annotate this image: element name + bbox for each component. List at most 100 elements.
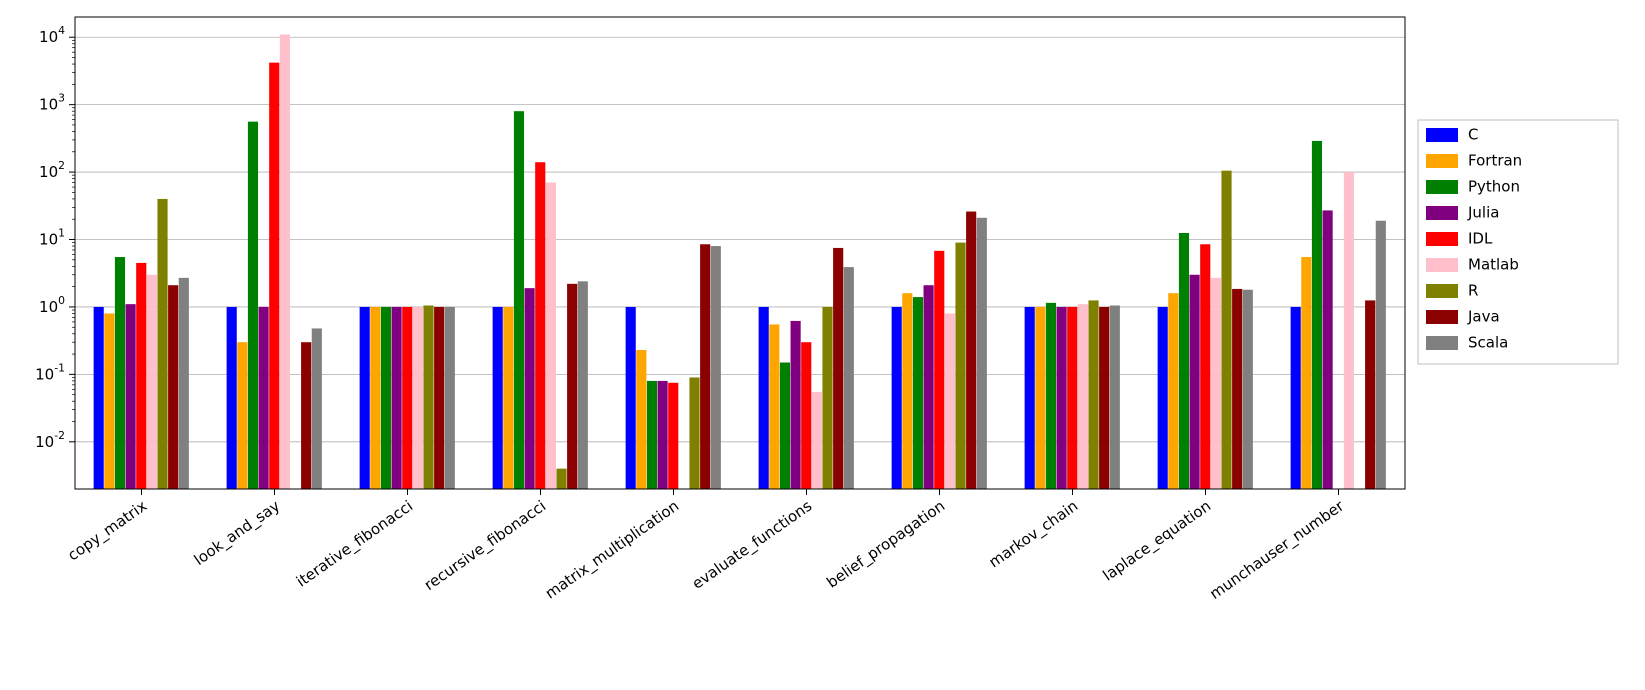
bar-scala (844, 267, 854, 489)
bar-fortran (237, 342, 247, 489)
legend-label-idl: IDL (1468, 230, 1493, 248)
bar-r (157, 199, 167, 489)
bar-java (168, 285, 178, 489)
bar-fortran (636, 350, 646, 489)
bar-c (1025, 307, 1035, 489)
legend-swatch-c (1426, 128, 1458, 142)
bar-java (567, 284, 577, 489)
bar-julia (658, 381, 668, 489)
bar-c (360, 307, 370, 489)
bar-r (1088, 300, 1098, 489)
bar-r (423, 306, 433, 489)
bar-julia (259, 307, 269, 489)
bar-scala (711, 246, 721, 489)
bar-idl (269, 63, 279, 489)
bar-julia (126, 304, 136, 489)
bar-c (626, 307, 636, 489)
bar-scala (445, 307, 455, 489)
bar-scala (1110, 306, 1120, 489)
bar-matlab (546, 183, 556, 489)
chart-container: 10-210-1100101102103104copy_matrixlook_a… (0, 0, 1645, 690)
legend-swatch-fortran (1426, 154, 1458, 168)
bar-fortran (104, 313, 114, 489)
bar-java (301, 342, 311, 489)
bar-java (434, 307, 444, 489)
bar-c (1291, 307, 1301, 489)
bar-matlab (1078, 304, 1088, 489)
bar-java (700, 244, 710, 489)
bar-java (1232, 289, 1242, 489)
bar-idl (801, 342, 811, 489)
bar-c (1158, 307, 1168, 489)
bar-r (822, 307, 832, 489)
legend-swatch-matlab (1426, 258, 1458, 272)
bar-python (514, 111, 524, 489)
bar-python (115, 257, 125, 489)
bar-scala (312, 328, 322, 489)
legend-swatch-scala (1426, 336, 1458, 350)
bar-r (689, 377, 699, 489)
bar-python (248, 122, 258, 489)
bar-julia (1323, 210, 1333, 489)
legend-label-matlab: Matlab (1468, 256, 1519, 274)
bar-fortran (503, 307, 513, 489)
bar-scala (1376, 221, 1386, 489)
bar-c (892, 307, 902, 489)
bar-r (1221, 171, 1231, 489)
bar-r (556, 469, 566, 489)
bar-java (833, 248, 843, 489)
bar-python (1046, 303, 1056, 489)
bar-julia (1190, 275, 1200, 489)
bar-julia (392, 307, 402, 489)
bar-idl (1200, 244, 1210, 489)
bar-python (381, 307, 391, 489)
bar-fortran (1301, 257, 1311, 489)
bar-julia (1057, 307, 1067, 489)
legend-label-julia: Julia (1467, 204, 1499, 222)
bar-fortran (1168, 293, 1178, 489)
legend-label-python: Python (1468, 178, 1520, 196)
bar-idl (668, 383, 678, 489)
legend-swatch-r (1426, 284, 1458, 298)
bar-julia (924, 285, 934, 489)
benchmark-bar-chart: 10-210-1100101102103104copy_matrixlook_a… (0, 0, 1645, 690)
bar-python (1312, 141, 1322, 489)
legend: C Fortran Python Julia IDL Matlab R Java Scala (1418, 120, 1618, 364)
bar-matlab (945, 313, 955, 489)
bar-java (1365, 300, 1375, 489)
bar-idl (535, 162, 545, 489)
bar-java (1099, 307, 1109, 489)
bar-matlab (147, 275, 157, 489)
bar-c (94, 307, 104, 489)
bar-scala (179, 278, 189, 489)
bar-idl (934, 251, 944, 489)
bar-python (913, 297, 923, 489)
bar-idl (1067, 307, 1077, 489)
bar-matlab (280, 34, 290, 489)
bar-scala (1243, 290, 1253, 489)
bar-matlab (413, 307, 423, 489)
bar-scala (578, 281, 588, 489)
bar-fortran (902, 293, 912, 489)
bar-python (647, 381, 657, 489)
bar-julia (525, 288, 535, 489)
bar-python (1179, 233, 1189, 489)
legend-label-c: C (1468, 126, 1478, 144)
legend-label-r: R (1468, 282, 1478, 300)
legend-swatch-java (1426, 310, 1458, 324)
bar-matlab (812, 392, 822, 489)
bar-scala (977, 218, 987, 489)
bar-c (759, 307, 769, 489)
bar-matlab (1211, 278, 1221, 489)
bar-fortran (769, 324, 779, 489)
legend-swatch-julia (1426, 206, 1458, 220)
legend-label-java: Java (1467, 308, 1500, 326)
legend-label-scala: Scala (1468, 334, 1508, 352)
bar-idl (402, 307, 412, 489)
bar-fortran (370, 307, 380, 489)
legend-label-fortran: Fortran (1468, 152, 1522, 170)
bar-r (955, 243, 965, 489)
legend-swatch-python (1426, 180, 1458, 194)
bar-matlab (1344, 172, 1354, 489)
bar-c (493, 307, 503, 489)
